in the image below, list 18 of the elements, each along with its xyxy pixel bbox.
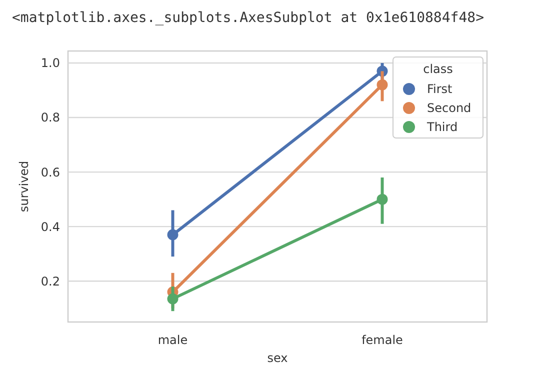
legend-label: First [427,82,453,96]
y-tick-label: 0.8 [40,110,60,125]
y-tick-label: 0.4 [40,220,60,234]
legend-label: Third [426,120,458,134]
y-tick-label: 1.0 [40,56,60,70]
x-tick-label: male [158,333,188,347]
point [167,229,178,240]
legend-label: Second [427,101,472,116]
x-tick-label: female [362,333,403,347]
text: <matplotlib.axes._subplots.AxesSubplot at 0x1e610884f48> [12,10,484,26]
legend-title: class [423,62,453,76]
x-axis-title: sex [267,351,288,365]
y-tick-label: 0.6 [40,165,60,180]
point [376,194,388,205]
y-tick-label: 0.2 [40,274,60,288]
y-axis-title: survived [17,160,31,212]
point [167,293,178,304]
point [376,79,388,90]
